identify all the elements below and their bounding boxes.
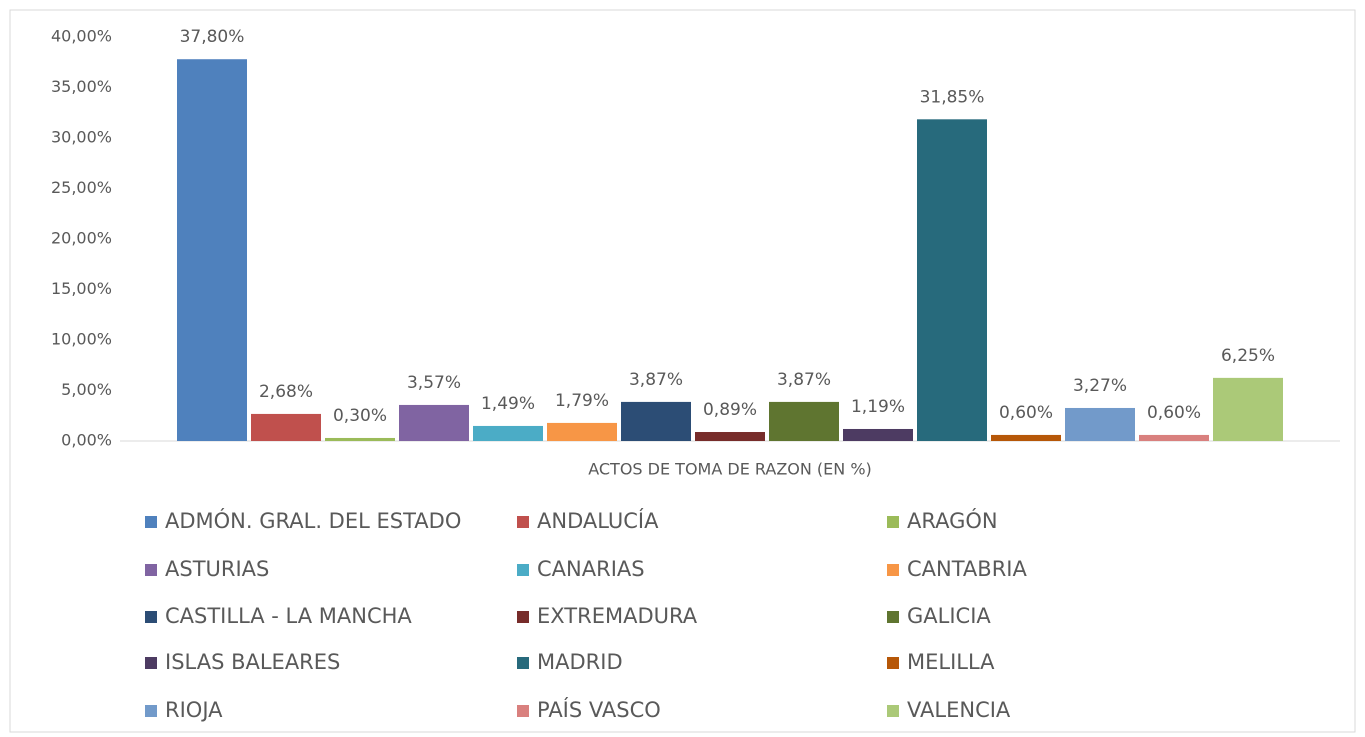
legend-swatch xyxy=(517,657,529,669)
legend-label: CANTABRIA xyxy=(907,557,1027,581)
legend-swatch xyxy=(517,611,529,623)
bar xyxy=(769,401,839,441)
legend-swatch xyxy=(887,657,899,669)
legend-swatch xyxy=(887,705,899,717)
y-tick-label: 10,00% xyxy=(51,330,112,349)
legend-swatch xyxy=(517,564,529,576)
legend-label: ISLAS BALEARES xyxy=(165,650,340,674)
y-tick-label: 0,00% xyxy=(61,431,112,450)
data-label: 1,19% xyxy=(851,397,905,417)
bar xyxy=(1139,434,1209,441)
data-label: 1,49% xyxy=(481,394,535,414)
bar xyxy=(917,119,987,441)
data-label: 0,89% xyxy=(703,400,757,420)
data-label: 3,27% xyxy=(1073,376,1127,396)
data-label: 31,85% xyxy=(920,87,985,107)
data-label: 37,80% xyxy=(180,27,245,47)
bar xyxy=(1065,407,1135,441)
y-tick-label: 25,00% xyxy=(51,178,112,197)
data-label: 3,87% xyxy=(777,370,831,390)
legend-label: RIOJA xyxy=(165,698,223,722)
legend-swatch xyxy=(145,705,157,717)
bar xyxy=(325,437,395,441)
y-tick-label: 5,00% xyxy=(61,380,112,399)
legend-swatch xyxy=(887,564,899,576)
legend-label: PAÍS VASCO xyxy=(537,697,661,722)
data-label: 3,87% xyxy=(629,370,683,390)
legend-swatch xyxy=(145,564,157,576)
legend-label: ANDALUCÍA xyxy=(537,508,659,533)
bar xyxy=(991,434,1061,441)
bar xyxy=(843,428,913,441)
legend-label: ASTURIAS xyxy=(165,557,269,581)
bar xyxy=(251,413,321,441)
data-label: 6,25% xyxy=(1221,346,1275,366)
legend-label: MADRID xyxy=(537,650,623,674)
data-label: 0,60% xyxy=(999,403,1053,423)
x-tick-label: ACTOS DE TOMA DE RAZON (EN %) xyxy=(588,460,872,479)
legend-swatch xyxy=(145,611,157,623)
y-tick-label: 30,00% xyxy=(51,128,112,147)
legend-swatch xyxy=(887,516,899,528)
data-label: 0,60% xyxy=(1147,403,1201,423)
y-tick-label: 35,00% xyxy=(51,77,112,96)
data-label: 3,57% xyxy=(407,373,461,393)
legend-label: GALICIA xyxy=(907,604,991,628)
legend-label: CASTILLA - LA MANCHA xyxy=(165,604,412,628)
legend-label: EXTREMADURA xyxy=(537,604,698,628)
legend-label: ARAGÓN xyxy=(907,508,998,533)
bar xyxy=(473,425,543,441)
bar xyxy=(621,401,691,441)
y-tick-label: 20,00% xyxy=(51,229,112,248)
legend-swatch xyxy=(145,516,157,528)
legend-swatch xyxy=(145,657,157,669)
legend-label: MELILLA xyxy=(907,650,995,674)
bar xyxy=(547,422,617,441)
legend-swatch xyxy=(887,611,899,623)
bar xyxy=(1213,377,1283,441)
bar xyxy=(177,59,247,441)
bar xyxy=(399,404,469,441)
legend-swatch xyxy=(517,516,529,528)
data-label: 1,79% xyxy=(555,391,609,411)
bar xyxy=(695,432,765,441)
data-label: 2,68% xyxy=(259,382,313,402)
legend-label: ADMÓN. GRAL. DEL ESTADO xyxy=(165,508,461,533)
legend-label: VALENCIA xyxy=(907,698,1011,722)
y-tick-label: 15,00% xyxy=(51,279,112,298)
data-label: 0,30% xyxy=(333,406,387,426)
legend-swatch xyxy=(517,705,529,717)
y-tick-label: 40,00% xyxy=(51,27,112,46)
legend-label: CANARIAS xyxy=(537,557,645,581)
